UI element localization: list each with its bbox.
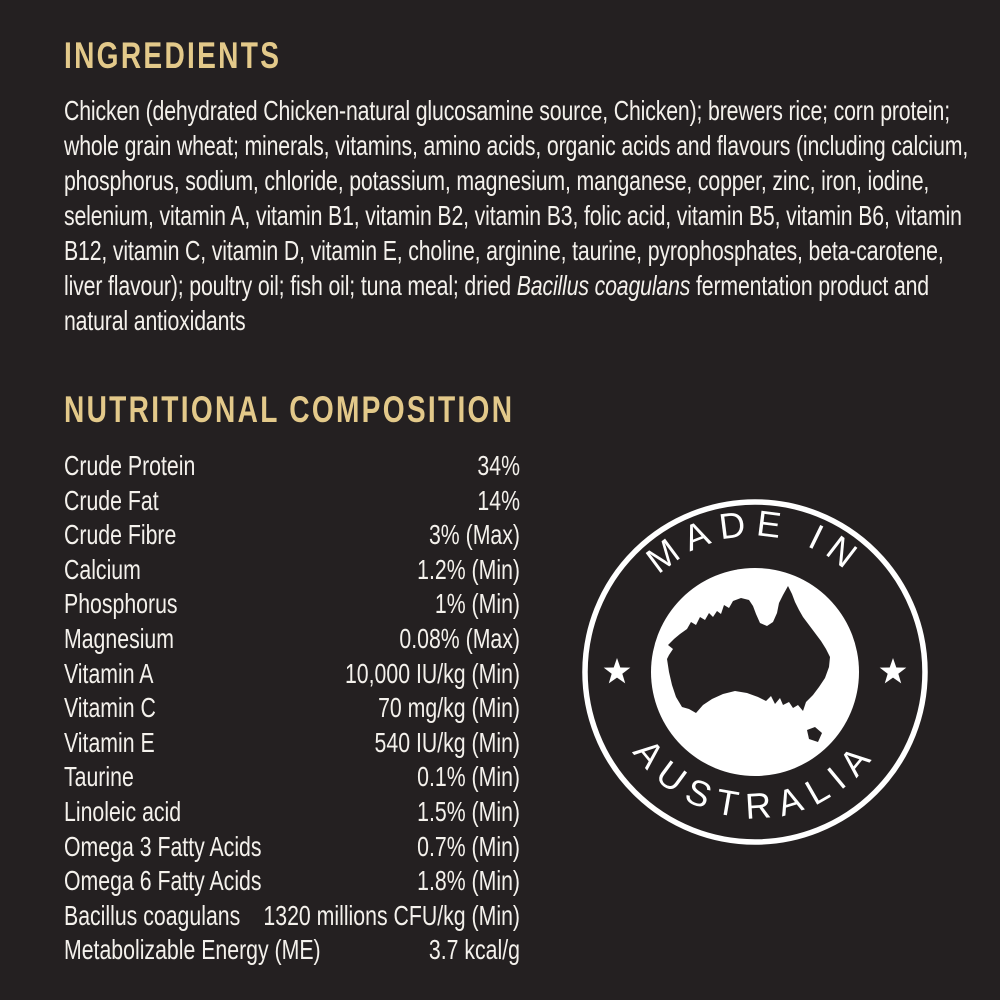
nutrition-table-row: Vitamin C 70 mg/kg (Min) [64,691,520,726]
nutrient-value: 1320 millions CFU/kg (Min) [263,899,520,931]
nutrient-name: Omega 3 Fatty Acids [64,830,262,862]
nutrient-name: Taurine [64,761,134,793]
nutrient-value: 1.8% (Min) [417,865,520,897]
nutrient-name: Vitamin E [64,726,155,758]
nutrition-table-row: Crude Fat 14% [64,484,520,519]
nutrient-name: Phosphorus [64,588,178,620]
nutrient-name: Vitamin C [64,692,156,724]
nutrient-value: 14% [477,484,520,516]
species-name-italic: Bacillus coagulans [516,270,691,301]
badge-outer-ring [582,499,928,845]
nutrient-value: 1% (Min) [434,588,520,620]
star-icon-left [603,658,631,684]
tasmania-path [807,727,822,742]
nutrient-name: Metabolizable Energy (ME) [64,934,321,966]
star-icon-right [879,658,907,684]
nutrient-value: 3.7 kcal/g [428,934,520,966]
nutrient-value: 540 IU/kg (Min) [374,726,520,758]
nutrition-table-row: Phosphorus 1% (Min) [64,587,520,622]
nutrient-value: 34% [477,450,520,481]
nutrition-table-row: Omega 3 Fatty Acids 0.7% (Min) [64,830,520,865]
nutrition-table-row: Calcium 1.2% (Min) [64,553,520,588]
nutrient-value: 0.1% (Min) [417,761,520,793]
nutrient-name: Magnesium [64,622,174,654]
nutrient-value: 0.7% (Min) [417,830,520,862]
ingredients-text-segment: fermentation product and natural antioxi… [64,270,929,336]
ingredients-paragraph: Chicken (dehydrated Chicken-natural gluc… [64,93,980,338]
nutrient-name: Linoleic acid [64,795,182,827]
label-text-column: INGREDIENTS Chicken (dehydrated Chicken-… [64,35,984,968]
nutrient-name: Crude Protein [64,450,196,481]
nutrient-name: Bacillus coagulans [64,899,241,931]
nutrition-table-row: Omega 6 Fatty Acids 1.8% (Min) [64,864,520,899]
nutrient-value: 3% (Max) [428,519,520,551]
nutritional-composition-heading: NUTRITIONAL COMPOSITION [64,389,515,430]
mainland-path [667,586,830,713]
ingredients-heading: INGREDIENTS [64,35,282,76]
nutrient-name: Vitamin A [64,657,154,689]
nutrition-table-row: Vitamin E 540 IU/kg (Min) [64,726,520,761]
nutrient-name: Crude Fat [64,484,159,516]
map-of-australia-icon [667,586,830,742]
nutrition-table-row: Linoleic acid 1.5% (Min) [64,795,520,830]
nutrition-table-row: Bacillus coagulans 1320 millions CFU/kg … [64,899,520,934]
nutrition-table-row: Taurine 0.1% (Min) [64,760,520,795]
nutrient-name: Omega 6 Fatty Acids [64,865,262,897]
nutrient-value: 70 mg/kg (Min) [378,692,520,724]
nutrient-name: Calcium [64,553,141,585]
nutrient-value: 1.2% (Min) [417,553,520,585]
nutrient-value: 0.08% (Max) [399,622,520,654]
made-in-australia-badge: MADE IN AUSTRALIA [582,499,928,845]
ingredients-text-segment: Chicken (dehydrated Chicken-natural gluc… [64,95,969,301]
nutrient-value: 10,000 IU/kg (Min) [344,657,520,689]
nutrition-table: Crude Protein 34% Crude Fat 14% Crude Fi… [64,449,520,968]
nutrient-value: 1.5% (Min) [417,795,520,827]
nutrition-table-row: Magnesium 0.08% (Max) [64,622,520,657]
nutrition-table-row: Vitamin A 10,000 IU/kg (Min) [64,657,520,692]
nutrition-table-row: Metabolizable Energy (ME) 3.7 kcal/g [64,933,520,968]
nutrition-table-row: Crude Protein 34% [64,449,520,484]
nutrient-name: Crude Fibre [64,519,177,551]
nutrition-table-row: Crude Fibre 3% (Max) [64,518,520,553]
